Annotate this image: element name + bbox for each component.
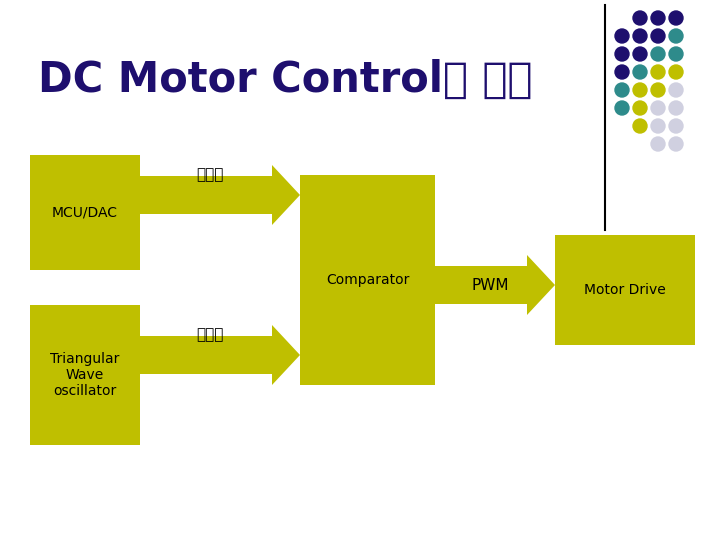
Circle shape bbox=[633, 47, 647, 61]
Text: 기준값: 기준값 bbox=[197, 167, 224, 183]
Circle shape bbox=[669, 101, 683, 115]
Bar bbox=[555, 235, 695, 345]
Circle shape bbox=[615, 65, 629, 79]
Circle shape bbox=[669, 83, 683, 97]
Circle shape bbox=[651, 65, 665, 79]
Bar bbox=[300, 175, 435, 385]
Circle shape bbox=[633, 119, 647, 133]
Circle shape bbox=[615, 83, 629, 97]
Bar bbox=[30, 305, 140, 445]
Circle shape bbox=[633, 83, 647, 97]
Text: MCU/DAC: MCU/DAC bbox=[52, 206, 118, 219]
Circle shape bbox=[651, 119, 665, 133]
Circle shape bbox=[633, 29, 647, 43]
Circle shape bbox=[669, 119, 683, 133]
Circle shape bbox=[651, 101, 665, 115]
Circle shape bbox=[669, 137, 683, 151]
FancyArrow shape bbox=[140, 165, 300, 225]
Circle shape bbox=[651, 47, 665, 61]
Circle shape bbox=[633, 65, 647, 79]
Text: Triangular
Wave
oscillator: Triangular Wave oscillator bbox=[50, 352, 120, 398]
Text: PWM: PWM bbox=[472, 278, 509, 293]
Text: DC Motor Control의 구성: DC Motor Control의 구성 bbox=[38, 59, 533, 101]
FancyArrow shape bbox=[435, 255, 555, 315]
Circle shape bbox=[669, 29, 683, 43]
Text: Motor Drive: Motor Drive bbox=[584, 283, 666, 297]
Text: Comparator: Comparator bbox=[326, 273, 409, 287]
Circle shape bbox=[651, 29, 665, 43]
Circle shape bbox=[633, 11, 647, 25]
Circle shape bbox=[669, 11, 683, 25]
Circle shape bbox=[669, 47, 683, 61]
Circle shape bbox=[669, 65, 683, 79]
Circle shape bbox=[633, 101, 647, 115]
Circle shape bbox=[651, 83, 665, 97]
Circle shape bbox=[615, 47, 629, 61]
Circle shape bbox=[615, 101, 629, 115]
Text: 삼각파: 삼각파 bbox=[197, 327, 224, 342]
Circle shape bbox=[651, 137, 665, 151]
Circle shape bbox=[615, 29, 629, 43]
Bar bbox=[30, 155, 140, 270]
FancyArrow shape bbox=[140, 325, 300, 385]
Circle shape bbox=[651, 11, 665, 25]
